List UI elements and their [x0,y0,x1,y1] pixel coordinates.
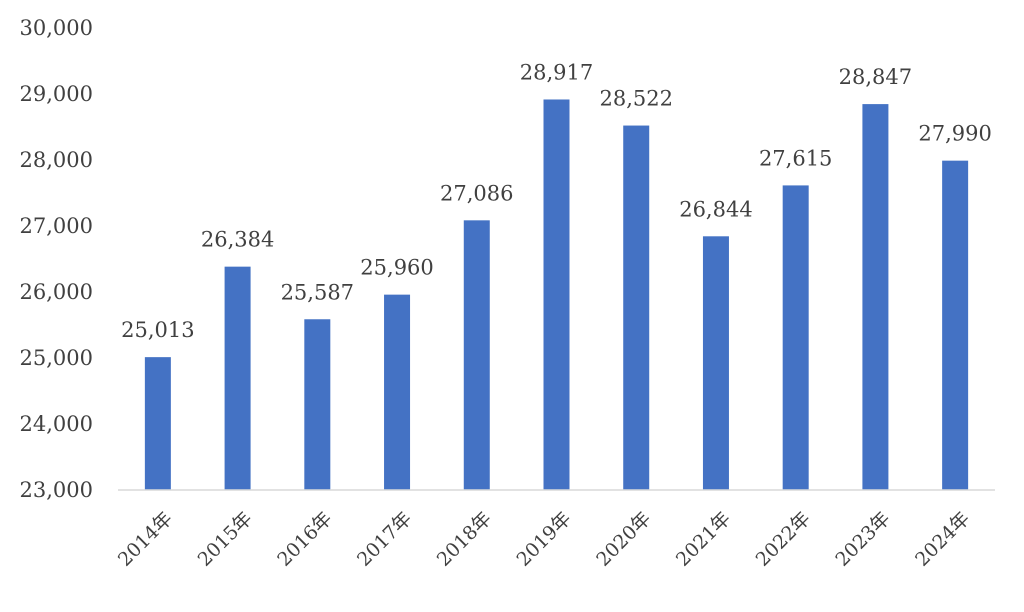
y-tick-label: 29,000 [20,82,93,106]
x-tick-label: 2018年 [433,508,496,571]
bar [463,220,490,490]
bar [623,125,650,490]
data-label: 25,013 [121,318,194,342]
y-tick-label: 27,000 [20,214,93,238]
x-tick-label: 2017年 [353,508,416,571]
x-tick-label: 2022年 [752,508,815,571]
x-tick-label: 2015年 [194,508,257,571]
bars-group [144,99,969,491]
bar [862,104,889,491]
x-tick-label: 2019年 [512,508,575,571]
y-axis-ticks: 23,000 24,000 25,000 26,000 27,000 28,000 29,0… [20,16,93,502]
bar [942,160,969,490]
data-label: 28,917 [520,60,593,84]
bar [782,185,809,490]
y-tick-label: 23,000 [20,478,93,502]
data-label: 25,587 [281,280,354,304]
y-tick-label: 25,000 [20,346,93,370]
x-axis-labels: 2014年 2015年 2016年 2017年 2018年 2019年 2020年 2021年… [114,508,974,571]
bar [384,294,411,490]
data-label: 27,615 [759,146,832,170]
bar [224,266,251,490]
data-label: 27,990 [918,122,991,146]
y-tick-label: 30,000 [20,16,93,40]
x-tick-label: 2020年 [592,508,655,571]
data-label: 28,847 [839,65,912,89]
data-label: 28,522 [599,87,672,111]
x-tick-label: 2021年 [672,508,735,571]
bar [304,319,331,490]
data-label: 26,844 [679,197,752,221]
y-tick-label: 24,000 [20,412,93,436]
x-tick-label: 2014年 [114,508,177,571]
data-label: 25,960 [360,256,433,280]
data-label: 26,384 [201,228,274,252]
x-tick-label: 2016年 [273,508,336,571]
bar [144,357,171,490]
y-tick-label: 26,000 [20,280,93,304]
x-tick-label: 2023年 [831,508,894,571]
bar [702,236,729,490]
x-tick-label: 2024年 [911,508,974,571]
bar [543,99,570,490]
y-tick-label: 28,000 [20,148,93,172]
data-label: 27,086 [440,181,513,205]
